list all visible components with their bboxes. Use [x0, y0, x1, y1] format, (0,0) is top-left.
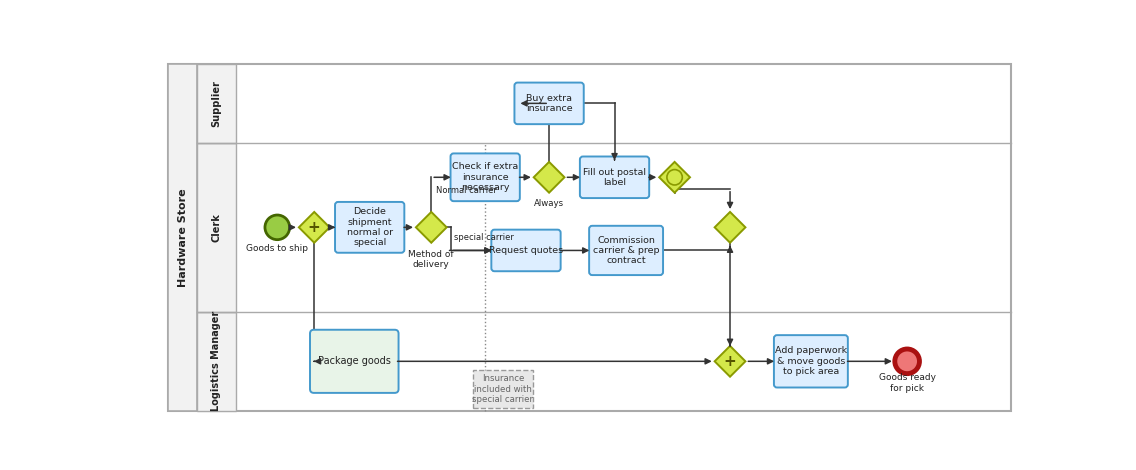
FancyBboxPatch shape	[492, 230, 561, 271]
Text: Clerk: Clerk	[211, 213, 222, 242]
FancyBboxPatch shape	[310, 330, 399, 393]
Circle shape	[900, 354, 914, 368]
Text: Goods to ship: Goods to ship	[247, 244, 308, 253]
Text: +: +	[724, 354, 736, 369]
FancyBboxPatch shape	[451, 153, 520, 201]
Polygon shape	[299, 212, 329, 243]
Circle shape	[667, 170, 683, 185]
FancyBboxPatch shape	[579, 157, 649, 198]
Polygon shape	[715, 212, 745, 243]
Text: Fill out postal
label: Fill out postal label	[583, 168, 646, 187]
Bar	[198, 142, 235, 312]
Text: Insurance
included with
special carrier: Insurance included with special carrier	[473, 374, 534, 404]
Text: Method of
delivery: Method of delivery	[409, 250, 454, 269]
Text: Normal carrier: Normal carrier	[436, 186, 496, 195]
FancyBboxPatch shape	[590, 226, 663, 275]
Polygon shape	[416, 212, 446, 243]
Text: Always: Always	[534, 199, 565, 208]
Text: Goods ready
for pick: Goods ready for pick	[878, 373, 936, 392]
Polygon shape	[715, 346, 745, 377]
Text: Supplier: Supplier	[211, 80, 222, 127]
FancyBboxPatch shape	[774, 335, 847, 387]
Text: Hardware Store: Hardware Store	[177, 188, 187, 287]
Bar	[168, 64, 198, 411]
Text: Check if extra
insurance
necessary: Check if extra insurance necessary	[452, 163, 518, 192]
FancyBboxPatch shape	[515, 83, 584, 124]
Text: Add paperwork
& move goods
to pick area: Add paperwork & move goods to pick area	[775, 346, 847, 376]
Text: Package goods: Package goods	[318, 356, 391, 366]
Bar	[198, 312, 235, 411]
Text: Logistics Manager: Logistics Manager	[211, 311, 222, 411]
Bar	[198, 64, 235, 142]
Text: special carrier: special carrier	[454, 234, 515, 243]
Polygon shape	[659, 162, 690, 193]
Bar	[473, 370, 533, 408]
Text: Request quotes: Request quotes	[488, 246, 563, 255]
Text: +: +	[308, 220, 320, 235]
Text: Buy extra
insurance: Buy extra insurance	[526, 94, 573, 113]
Text: Commission
carrier & prep
contract: Commission carrier & prep contract	[593, 235, 659, 266]
Text: Decide
shipment
normal or
special: Decide shipment normal or special	[346, 207, 393, 247]
Circle shape	[265, 215, 290, 240]
Polygon shape	[534, 162, 565, 193]
Circle shape	[895, 349, 919, 374]
FancyBboxPatch shape	[335, 202, 404, 253]
